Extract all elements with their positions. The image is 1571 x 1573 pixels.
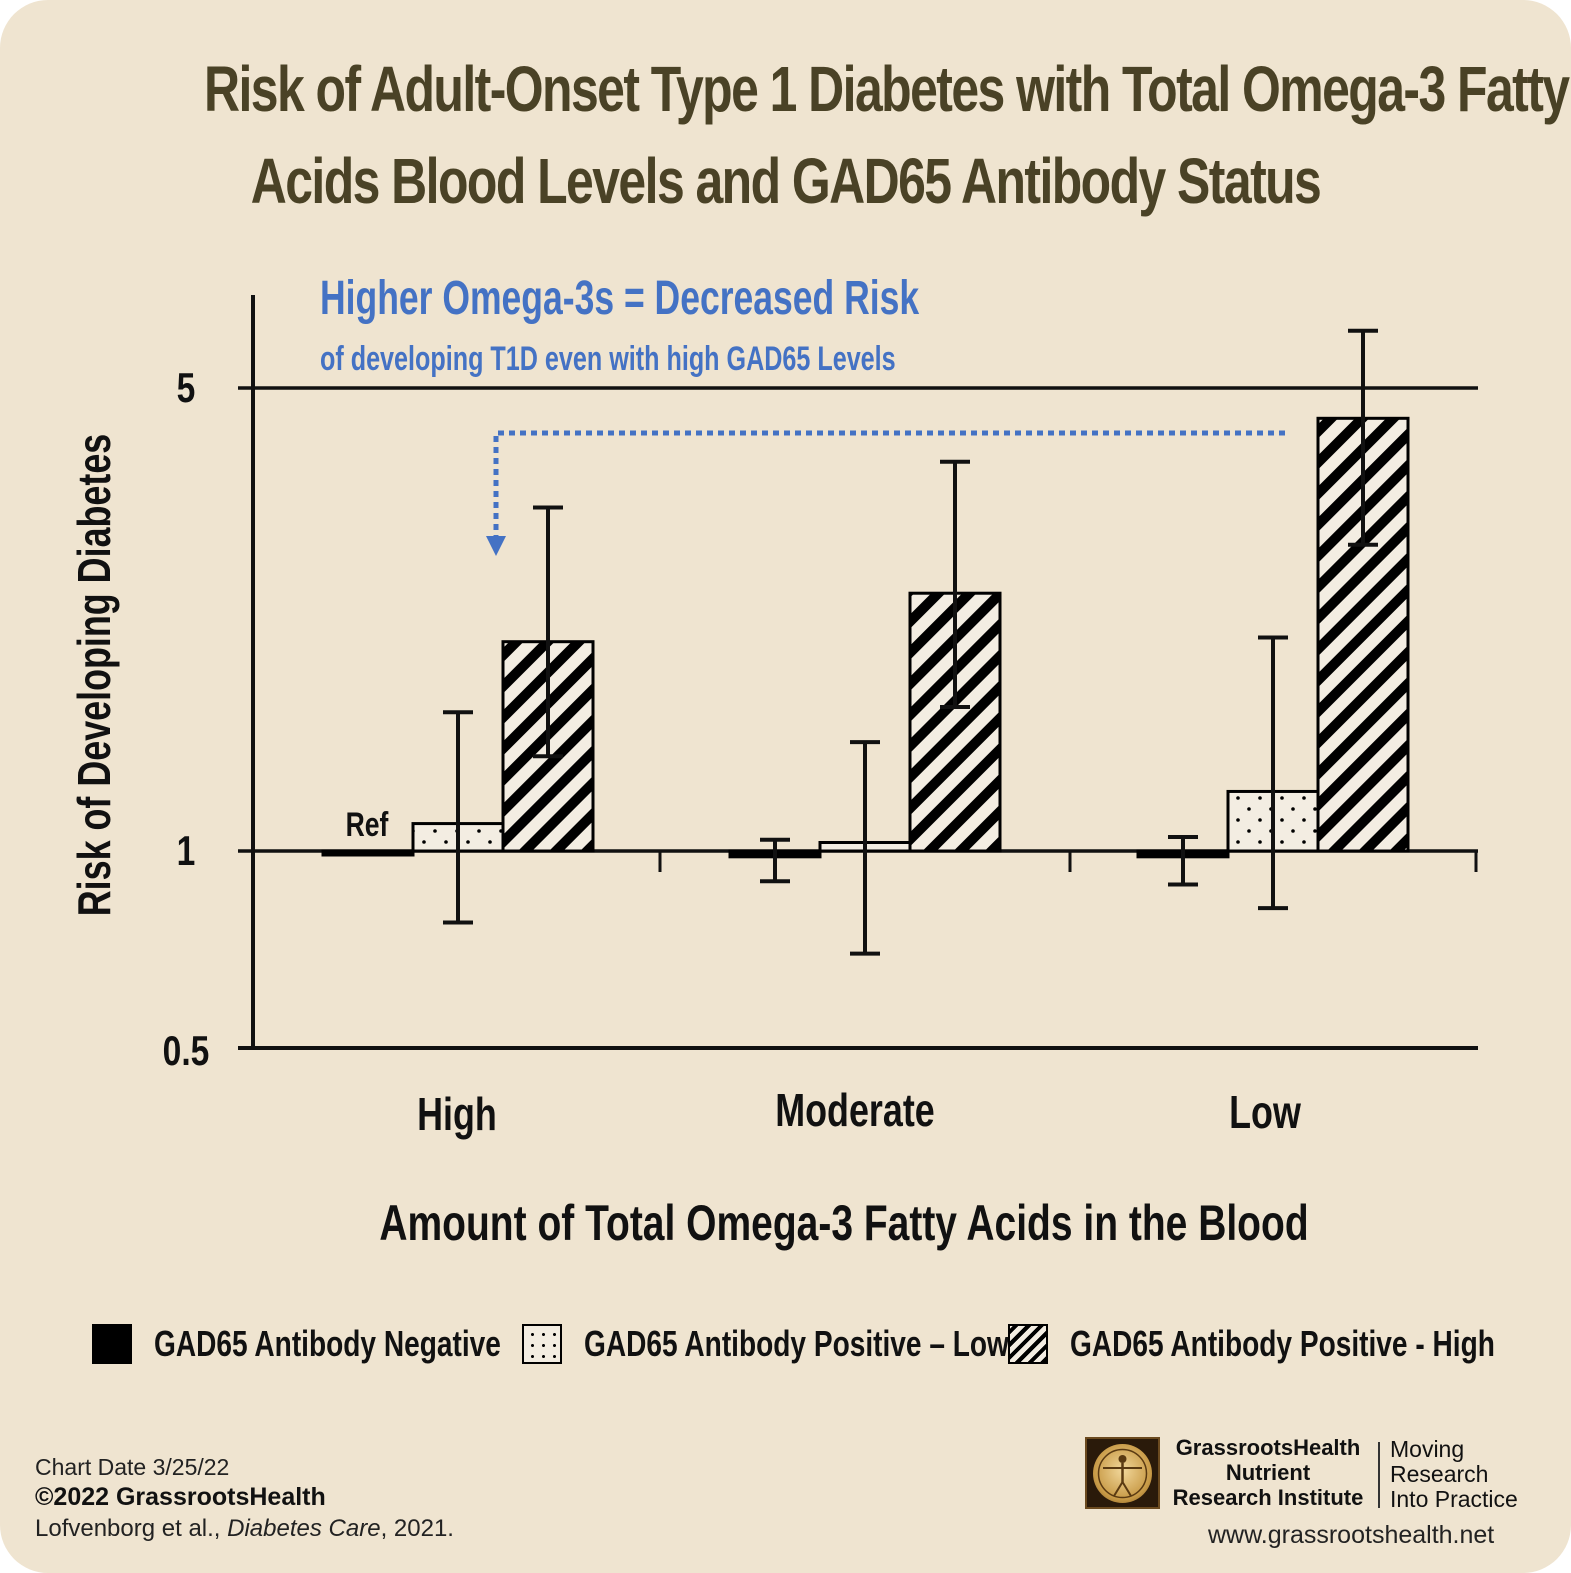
y-tick-label-0.5: 0.5: [163, 1029, 210, 1075]
error-bar-moderate-series-3: [940, 459, 970, 709]
chart-title-line1: Risk of Adult-Onset Type 1 Diabetes with…: [204, 53, 1570, 125]
logo-medallion: [1093, 1444, 1152, 1503]
x-tick-label-low: Low: [1229, 1087, 1302, 1138]
error-bar-moderate-series-1: [760, 837, 790, 884]
legend-swatch-dots: [522, 1324, 562, 1364]
error-bar-high-series-2: [443, 710, 473, 925]
error-bar-low-series-1: [1168, 834, 1198, 887]
citation-year: , 2021.: [380, 1515, 454, 1542]
tagline-line3: Into Practice: [1390, 1486, 1518, 1512]
error-bar-low-series-3: [1348, 328, 1378, 547]
error-bar-moderate-series-2: [850, 740, 880, 956]
citation: Lofvenborg et al., Diabetes Care, 2021.: [35, 1515, 454, 1543]
logo-divider: [1378, 1442, 1380, 1508]
legend-label-positive-high: GAD65 Antibody Positive - High: [1070, 1323, 1495, 1364]
error-bar-low-series-2: [1258, 635, 1288, 911]
annotation-arrow-head-icon: [486, 536, 506, 556]
citation-authors: Lofvenborg et al.,: [35, 1515, 228, 1542]
tagline-line2: Research: [1390, 1461, 1489, 1487]
legend-label-positive-low: GAD65 Antibody Positive – Low: [584, 1323, 1009, 1364]
logo-figure: [1097, 1448, 1148, 1499]
error-bars: [443, 328, 1378, 956]
y-tick-label-1: 1: [177, 829, 196, 875]
annotation-subline: of developing T1D even with high GAD65 L…: [320, 340, 896, 378]
axes: [238, 295, 1478, 1050]
org-name-line2: Nutrient: [1225, 1460, 1311, 1485]
org-name-line1: GrassrootsHealth: [1175, 1435, 1361, 1460]
legend-swatch-solid: [92, 1324, 132, 1364]
x-axis-title: Amount of Total Omega-3 Fatty Acids in t…: [379, 1194, 1308, 1251]
website-link[interactable]: www.grassrootshealth.net: [1208, 1521, 1495, 1549]
x-tick-labels: High Moderate Low: [417, 1085, 1302, 1140]
legend-label-negative: GAD65 Antibody Negative: [154, 1323, 501, 1364]
legend-item-negative: GAD65 Antibody Negative: [92, 1318, 599, 1370]
chart-date: Chart Date 3/25/22: [35, 1454, 230, 1480]
org-name-line3: Research Institute: [1172, 1485, 1364, 1510]
vitruvian-man-icon: [1085, 1437, 1160, 1509]
tagline-line1: Moving: [1390, 1436, 1465, 1462]
y-tick-label-5: 5: [177, 366, 196, 412]
chart-title-line2: Acids Blood Levels and GAD65 Antibody St…: [250, 145, 1322, 217]
error-bar-high-series-3: [533, 505, 563, 759]
y-tick-labels: 5 1 0.5: [163, 366, 210, 1075]
citation-journal: Diabetes Care: [227, 1515, 381, 1542]
legend-item-positive-high: GAD65 Antibody Positive - High: [1008, 1318, 1571, 1370]
y-axis-title: Risk of Developing Diabetes: [69, 434, 120, 917]
legend-swatch-stripes: [1008, 1324, 1048, 1364]
ref-label: Ref: [346, 806, 389, 844]
annotation: Higher Omega-3s = Decreased Risk of deve…: [320, 271, 1285, 556]
x-tick-label-moderate: Moderate: [775, 1085, 934, 1136]
annotation-dotted-arrow-line: [493, 430, 1285, 540]
legend-item-positive-low: GAD65 Antibody Positive – Low: [522, 1318, 1129, 1370]
annotation-headline: Higher Omega-3s = Decreased Risk: [320, 271, 920, 324]
bar-high-series-1: [321, 849, 415, 857]
x-tick-label-high: High: [417, 1089, 497, 1140]
copyright: ©2022 GrassrootsHealth: [35, 1483, 326, 1511]
